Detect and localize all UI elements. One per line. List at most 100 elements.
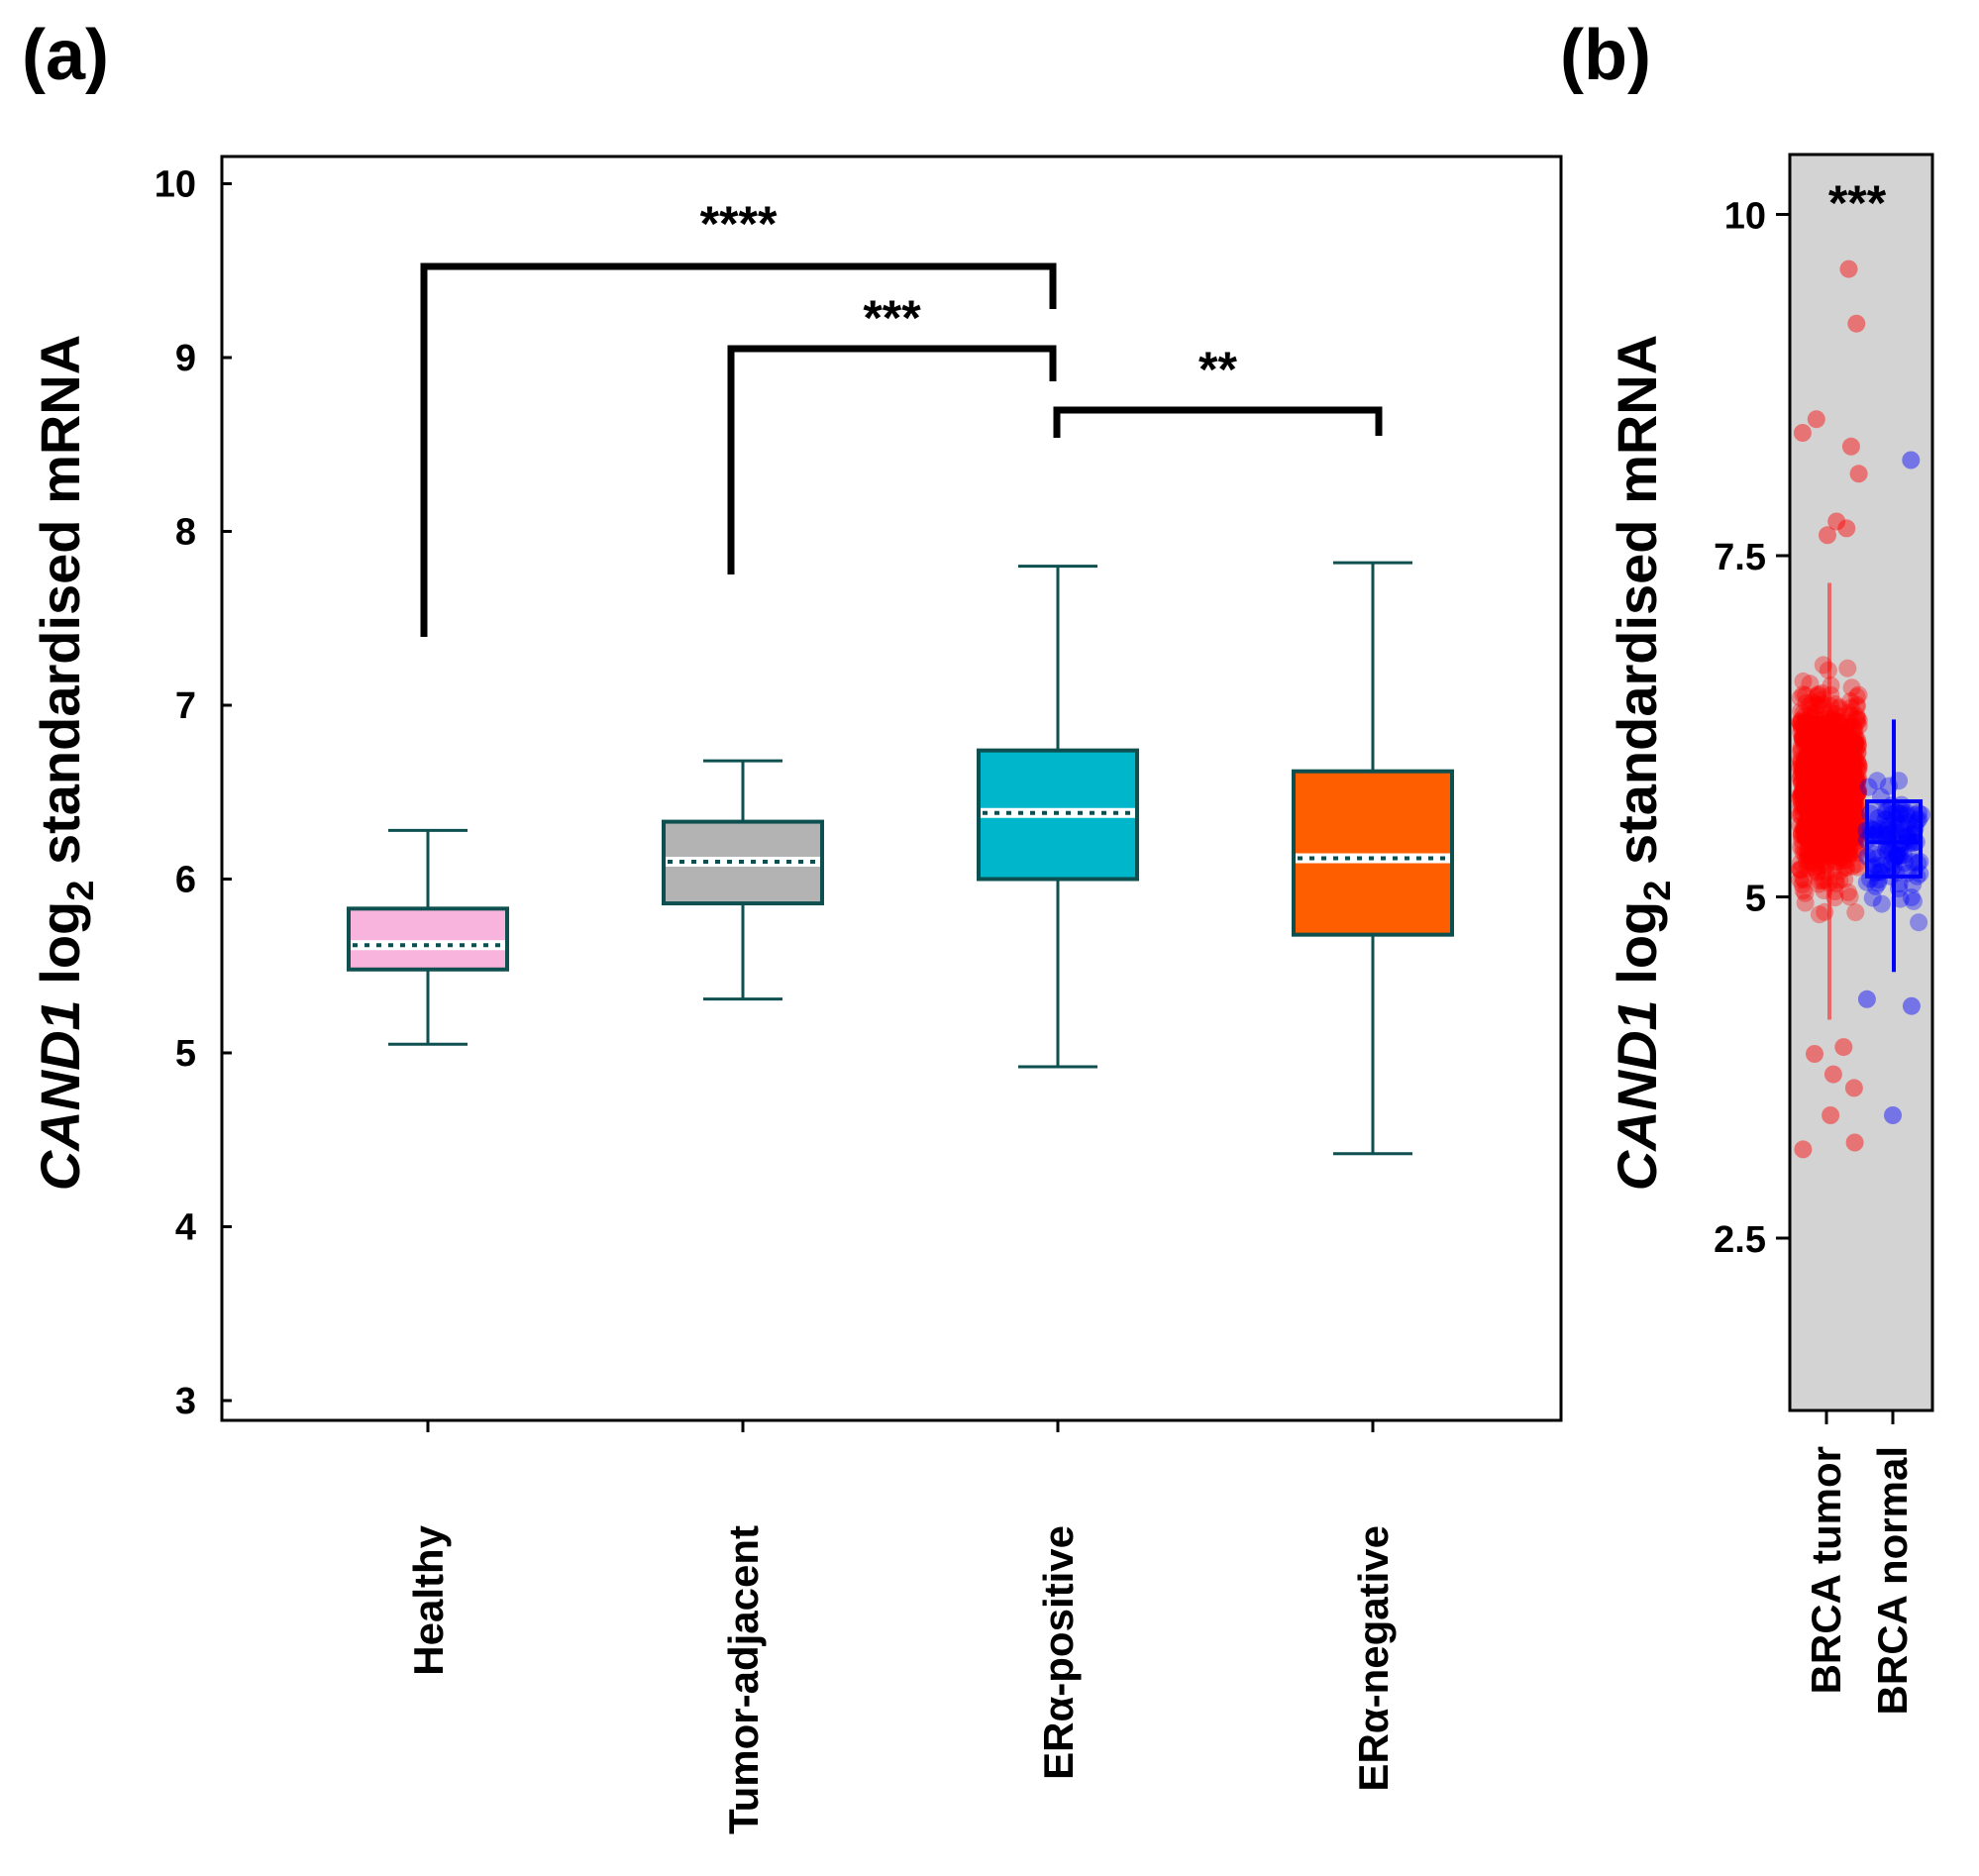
data-point [1837, 751, 1856, 770]
data-point [1798, 784, 1817, 803]
box-3 [977, 565, 1139, 1069]
data-point [1793, 728, 1812, 747]
data-point [1836, 738, 1855, 757]
data-point [1809, 743, 1827, 762]
data-point [1804, 817, 1823, 836]
data-point [1847, 695, 1866, 714]
data-point [1799, 767, 1818, 785]
data-point [1836, 768, 1855, 786]
data-point [1794, 818, 1813, 837]
data-point [1812, 725, 1830, 744]
data-point [1847, 786, 1865, 805]
data-point [1798, 799, 1817, 817]
data-point [1845, 734, 1864, 753]
data-point [1826, 853, 1845, 872]
data-point [1791, 860, 1809, 879]
data-point [1804, 807, 1822, 826]
data-point [1844, 747, 1863, 766]
data-point [1809, 752, 1827, 771]
data-point [1831, 795, 1850, 813]
y-tick-label: 5 [175, 1033, 196, 1075]
data-point [1827, 803, 1846, 822]
data-point [1805, 725, 1823, 744]
data-point [1796, 826, 1815, 845]
data-point [1813, 683, 1831, 702]
data-point [1839, 824, 1858, 843]
data-point [1791, 854, 1810, 873]
data-point [1847, 687, 1866, 706]
data-point [1892, 814, 1911, 833]
data-point [1810, 857, 1828, 876]
data-point [1797, 750, 1816, 769]
data-point [1877, 821, 1896, 840]
data-point [1834, 760, 1853, 778]
data-point [1910, 913, 1928, 932]
data-point [1802, 718, 1821, 736]
data-point [1831, 759, 1850, 778]
data-point [1831, 753, 1850, 772]
data-point [1843, 795, 1862, 814]
data-point [1839, 825, 1858, 844]
data-point [1844, 763, 1863, 782]
data-point [1818, 721, 1836, 740]
data-point [1839, 785, 1858, 804]
data-point [1807, 770, 1825, 788]
data-point [1806, 759, 1824, 777]
data-point [1839, 787, 1858, 806]
data-point [1830, 838, 1849, 857]
data-point [1792, 861, 1811, 880]
data-point [1865, 821, 1884, 840]
data-point [1834, 749, 1853, 768]
data-point [1832, 713, 1851, 732]
data-point [1801, 789, 1820, 808]
data-point [1802, 790, 1821, 809]
data-point [1802, 854, 1821, 873]
data-point [1792, 714, 1810, 733]
data-point [1808, 748, 1826, 767]
data-point [1834, 798, 1852, 817]
data-point [1805, 743, 1823, 762]
data-point [1830, 745, 1849, 764]
data-point [1809, 684, 1827, 703]
data-point [1846, 769, 1865, 787]
data-point [1807, 858, 1825, 877]
data-point [1842, 757, 1861, 776]
data-point [1846, 855, 1865, 874]
box-normal [1865, 719, 1923, 973]
data-point [1834, 735, 1853, 753]
data-point [1848, 731, 1867, 750]
data-point [1802, 748, 1821, 767]
data-point [1839, 811, 1857, 830]
data-point [1814, 872, 1832, 890]
y-tick-label: 2.5 [1714, 1219, 1766, 1261]
data-point [1844, 790, 1863, 809]
data-point [1803, 830, 1822, 849]
data-point [1877, 810, 1896, 829]
data-point [1878, 802, 1896, 821]
data-point [1811, 808, 1829, 827]
data-point [1830, 731, 1849, 750]
data-point [1840, 796, 1859, 815]
significance-label: *** [863, 290, 921, 346]
data-point [1844, 786, 1863, 804]
data-point [1802, 820, 1820, 839]
data-point [1829, 817, 1848, 836]
data-point [1863, 888, 1882, 907]
data-point [1836, 718, 1855, 737]
data-point [1840, 804, 1859, 823]
data-point [1813, 791, 1830, 810]
data-point [1799, 803, 1818, 821]
outlier-point [1844, 1079, 1863, 1097]
data-point [1840, 703, 1859, 722]
data-point [1833, 849, 1852, 868]
data-point [1847, 827, 1866, 846]
data-point [1806, 755, 1824, 774]
data-point [1801, 764, 1820, 782]
data-point [1844, 787, 1863, 805]
x-tick-label: Tumor-adjacent [720, 1525, 767, 1834]
data-point [1805, 827, 1823, 846]
data-point [1808, 726, 1826, 745]
data-point [1829, 853, 1848, 872]
outlier-point [1857, 990, 1876, 1008]
data-point [1799, 801, 1818, 820]
